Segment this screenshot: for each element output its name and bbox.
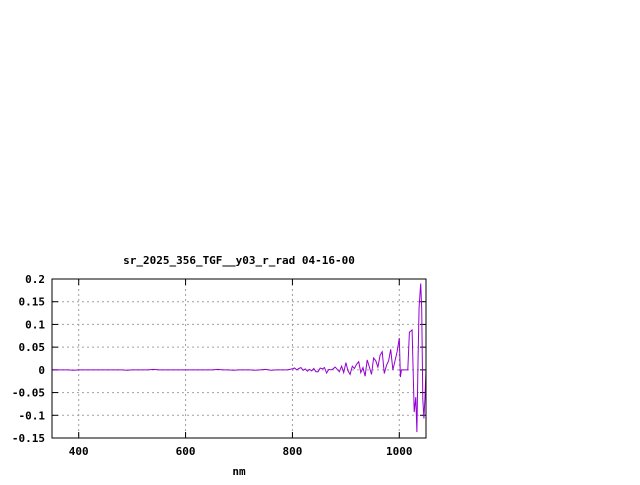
x-tick-label: 1000: [386, 445, 413, 458]
y-tick-label: -0.05: [12, 387, 45, 400]
grid: [52, 279, 426, 438]
x-tick-label: 800: [282, 445, 302, 458]
series-group: [52, 283, 427, 433]
y-tick-label: -0.1: [19, 409, 46, 422]
plot-border: [51, 278, 427, 439]
series-line-0: [52, 283, 427, 433]
y-tick-label: 0.2: [25, 273, 45, 286]
y-tick-label: 0.15: [19, 296, 46, 309]
axis-ticks: 400 600 800 1000 0.2 0.15 0.1 0.05 0 -0.05 -0.1 -0.…: [12, 273, 426, 458]
x-tick-label: 400: [69, 445, 89, 458]
y-tick-label: 0.05: [19, 341, 46, 354]
x-tick-label: 600: [176, 445, 196, 458]
y-tick-label: 0.1: [25, 318, 45, 331]
chart-title: sr_2025_356_TGF__y03_r_rad 04-16-00: [123, 254, 355, 267]
y-tick-label: 0: [38, 364, 45, 377]
y-tick-label: -0.15: [12, 432, 45, 445]
x-axis-label: nm: [232, 465, 246, 478]
